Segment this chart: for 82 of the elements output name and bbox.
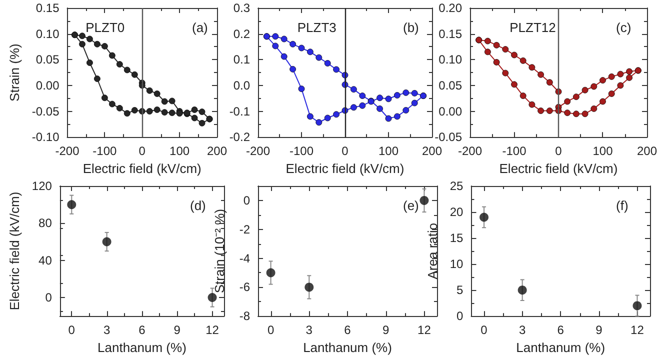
y-tick-label: 0.15	[36, 1, 60, 15]
y-tick-label: 20	[450, 205, 464, 220]
x-tick-label: 0	[138, 144, 146, 158]
x-tick-label: -100	[92, 144, 118, 158]
y-tick-label: 0.3	[233, 1, 250, 15]
x-tick-label: -200	[458, 144, 482, 158]
x-tick-label: 100	[170, 144, 190, 158]
annotation: (e)	[403, 198, 419, 213]
y-axis-title: Electric field (kV/cm)	[7, 192, 22, 310]
x-tick-label: 6	[138, 323, 146, 338]
annotation: (f)	[616, 198, 628, 213]
x-tick-label: 6	[344, 323, 352, 338]
y-tick-label: -4	[239, 251, 250, 266]
y-tick-label: 0.00	[438, 104, 462, 118]
y-tick-label: 0	[456, 309, 464, 324]
x-tick-label: 0	[68, 323, 76, 338]
x-tick-label: -200	[246, 144, 270, 158]
y-tick-label: 0.10	[36, 26, 60, 41]
y-tick-label: 0.2	[233, 26, 250, 41]
x-tick-label: 12	[630, 323, 644, 338]
annotation: (d)	[190, 198, 206, 213]
y-tick-label: 0.15	[438, 26, 462, 41]
annotation: PLZT12	[510, 20, 556, 35]
y-tick-label: -0.05	[434, 130, 462, 144]
x-axis-title: Lanthanum (%)	[98, 340, 186, 355]
x-tick-label: 6	[557, 323, 564, 338]
y-tick-label: -0.05	[32, 104, 60, 118]
y-tick-label: 0.20	[438, 1, 462, 15]
x-tick-label: 200	[422, 144, 442, 158]
annotation: (b)	[403, 20, 419, 35]
y-tick-label: 0.0	[233, 78, 250, 92]
y-axis-title: Strain (10⁻² %)	[212, 208, 227, 294]
x-tick-label: 0	[480, 323, 488, 338]
x-tick-label: -100	[289, 144, 314, 158]
x-tick-label: 9	[596, 323, 603, 338]
y-tick-label: 0.10	[438, 52, 462, 67]
y-tick-label: 0.00	[36, 78, 60, 92]
y-tick-label: -0.2	[229, 130, 250, 144]
y-tick-label: 80	[38, 216, 52, 230]
x-tick-label: 0	[267, 323, 274, 338]
x-tick-label: 9	[174, 323, 181, 338]
x-tick-label: 200	[206, 144, 228, 158]
annotation: PLZT0	[86, 20, 125, 35]
x-tick-label: 3	[306, 323, 313, 338]
y-tick-label: 15	[450, 231, 464, 246]
y-tick-label: 0.05	[36, 52, 60, 67]
y-tick-label: -6	[239, 280, 250, 294]
y-tick-label: 0.05	[438, 78, 462, 92]
annotation: (c)	[616, 20, 632, 35]
x-axis-title: Electric field (kV/cm)	[499, 161, 618, 176]
y-axis-title: Strain (%)	[7, 44, 22, 102]
y-tick-label: 120	[32, 179, 52, 193]
y-tick-label: 25	[450, 179, 464, 193]
x-tick-label: 12	[418, 323, 432, 338]
x-tick-label: 0	[555, 144, 562, 158]
y-tick-label: -0.1	[229, 104, 250, 118]
y-tick-label: 0	[243, 193, 250, 208]
y-tick-label: -2	[239, 222, 250, 236]
x-axis-title: Lanthanum (%)	[303, 340, 392, 355]
y-axis-title: Area ratio	[425, 222, 440, 280]
x-axis-title: Electric field (kV/cm)	[82, 161, 202, 176]
y-tick-label: 5	[456, 283, 464, 298]
x-tick-label: 200	[636, 144, 658, 158]
annotation: (a)	[192, 20, 208, 35]
x-tick-label: 12	[206, 323, 220, 338]
y-tick-label: 0.1	[233, 52, 250, 67]
y-tick-label: 0	[45, 290, 52, 305]
x-tick-label: 9	[382, 323, 390, 338]
x-tick-label: 3	[518, 323, 526, 338]
y-tick-label: 10	[450, 257, 464, 272]
x-tick-label: -200	[55, 144, 80, 158]
annotation: PLZT3	[297, 20, 336, 35]
x-tick-label: -100	[502, 144, 527, 158]
y-tick-label: -8	[239, 309, 250, 324]
y-tick-label: 40	[38, 253, 52, 268]
x-axis-title: Electric field (kV/cm)	[286, 161, 404, 176]
x-tick-label: 0	[342, 144, 349, 158]
x-tick-label: 100	[592, 144, 614, 158]
x-tick-label: 100	[378, 144, 399, 158]
x-axis-title: Lanthanum (%)	[516, 340, 606, 355]
y-tick-label: -0.10	[32, 130, 60, 144]
x-tick-label: 3	[103, 323, 110, 338]
